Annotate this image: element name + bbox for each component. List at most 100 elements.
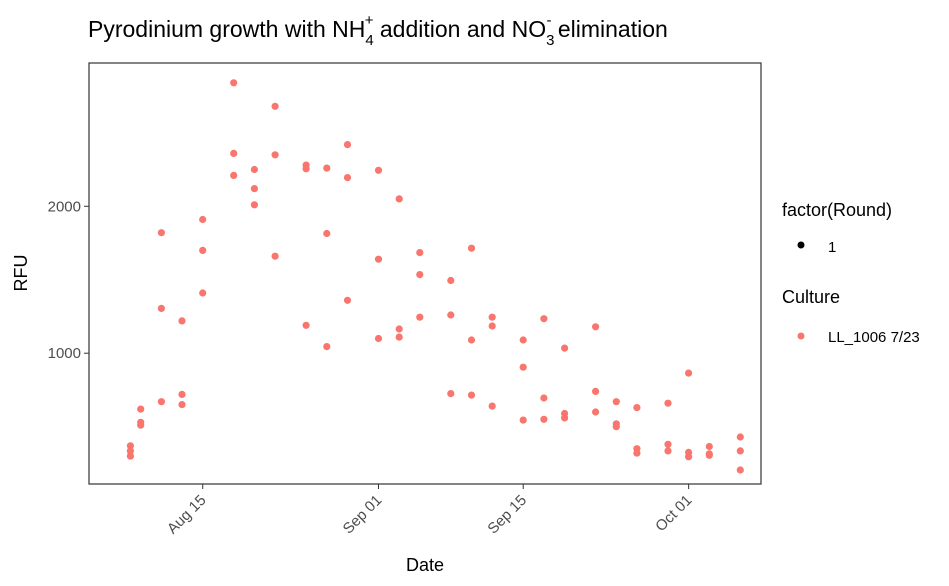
- data-point: [705, 442, 713, 451]
- chart-title-middle: addition and NO: [373, 16, 546, 42]
- data-point: [540, 415, 548, 423]
- legend-label-culture-ll1006: LL_1006 7/23: [828, 329, 920, 346]
- data-point: [488, 322, 496, 330]
- data-point: [685, 369, 693, 377]
- data-point: [467, 336, 476, 344]
- data-point: [323, 164, 331, 172]
- data-point: [199, 289, 207, 297]
- data-points: [126, 79, 744, 474]
- data-point: [323, 343, 331, 351]
- data-point: [137, 421, 145, 429]
- data-point: [705, 451, 713, 459]
- data-point: [612, 398, 620, 406]
- data-point: [271, 252, 279, 260]
- x-axis-title: Date: [406, 555, 444, 575]
- data-point: [178, 401, 186, 409]
- data-point: [633, 404, 641, 412]
- data-point: [633, 449, 641, 457]
- legend-key-round-1: [797, 241, 805, 249]
- data-point: [416, 313, 424, 321]
- y-tick-label: 1000: [48, 345, 81, 362]
- data-point: [664, 447, 672, 455]
- data-point: [395, 195, 403, 203]
- legend-label-round-1: 1: [828, 239, 836, 256]
- data-point: [416, 249, 424, 257]
- data-point: [561, 414, 569, 422]
- data-point: [250, 201, 258, 209]
- data-point: [488, 402, 496, 410]
- data-point: [447, 276, 455, 285]
- legend-key-culture-ll1006: [797, 332, 805, 340]
- data-point: [395, 333, 403, 341]
- legend-title-round: factor(Round): [782, 200, 892, 220]
- data-point: [343, 296, 352, 304]
- data-point: [519, 416, 527, 424]
- data-point: [374, 166, 383, 174]
- data-point: [302, 321, 310, 329]
- data-point: [230, 149, 238, 157]
- data-point: [157, 398, 165, 406]
- chart-title-nh4-subscript: 4: [365, 32, 373, 49]
- data-point: [126, 447, 134, 455]
- x-tick-label: Oct 01: [652, 492, 695, 535]
- data-point: [664, 440, 672, 448]
- data-point: [374, 255, 383, 263]
- data-point: [467, 391, 476, 399]
- data-point: [343, 141, 352, 149]
- data-point: [250, 165, 258, 174]
- data-point: [157, 229, 165, 237]
- chart-title-no3-subscript: 3: [546, 32, 554, 49]
- x-tick-label: Aug 15: [164, 492, 210, 538]
- data-point: [199, 215, 207, 224]
- data-point: [561, 344, 569, 352]
- chart-title-prefix: Pyrodinium growth with NH: [88, 16, 365, 42]
- data-point: [540, 394, 548, 402]
- data-point: [157, 304, 165, 312]
- plot-panel: [88, 62, 762, 485]
- data-point: [447, 311, 455, 319]
- data-point: [664, 399, 672, 407]
- data-point: [540, 315, 548, 323]
- data-point: [178, 317, 186, 325]
- data-point: [126, 452, 134, 460]
- data-point: [736, 433, 744, 441]
- data-point: [230, 79, 238, 87]
- data-point: [447, 390, 455, 398]
- data-point: [592, 387, 600, 395]
- y-tick-label: 2000: [48, 198, 81, 215]
- x-tick-label: Sep 15: [484, 492, 530, 538]
- y-axis: 1000 2000: [48, 198, 89, 362]
- data-point: [467, 244, 476, 252]
- legend: factor(Round) 1 Culture LL_1006 7/23: [782, 200, 920, 346]
- data-point: [374, 334, 383, 343]
- data-point: [126, 442, 134, 450]
- data-point: [685, 453, 693, 461]
- data-point: [178, 390, 186, 398]
- data-point: [271, 102, 279, 110]
- data-point: [736, 466, 744, 474]
- chart-title: Pyrodinium growth with NH4 + addition and…: [88, 12, 668, 49]
- chart-title-nh4-superscript: +: [365, 12, 374, 29]
- data-point: [302, 165, 310, 173]
- data-point: [199, 246, 207, 254]
- chart-title-suffix: elimination: [551, 16, 667, 42]
- chart-title-no3-superscript: -: [546, 12, 551, 29]
- data-point: [519, 363, 527, 371]
- data-point: [519, 336, 527, 344]
- data-point: [488, 313, 496, 321]
- data-point: [592, 408, 600, 416]
- data-point: [271, 151, 279, 159]
- y-axis-title: RFU: [11, 255, 31, 292]
- data-point: [230, 171, 238, 179]
- x-tick-label: Sep 01: [340, 492, 386, 538]
- data-point: [323, 229, 331, 238]
- x-axis: Aug 15 Sep 01 Sep 15 Oct 01: [164, 484, 695, 538]
- data-point: [612, 423, 620, 431]
- data-point: [395, 325, 403, 333]
- data-point: [343, 174, 352, 182]
- legend-title-culture: Culture: [782, 287, 840, 307]
- data-point: [416, 271, 424, 279]
- data-point: [137, 405, 145, 413]
- data-point: [250, 185, 258, 193]
